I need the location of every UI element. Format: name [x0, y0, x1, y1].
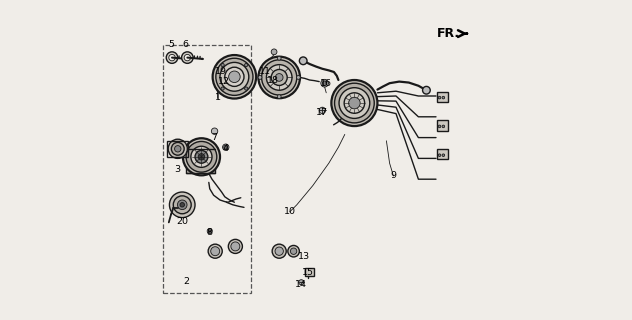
Circle shape	[178, 200, 187, 210]
Text: 15: 15	[301, 268, 313, 277]
Text: 12: 12	[218, 77, 230, 86]
Circle shape	[423, 86, 430, 94]
Circle shape	[438, 125, 441, 128]
Text: FR.: FR.	[437, 27, 460, 40]
Circle shape	[442, 125, 445, 128]
Circle shape	[195, 150, 208, 163]
Circle shape	[186, 141, 217, 172]
Circle shape	[184, 54, 191, 61]
Bar	[437, 120, 448, 131]
Circle shape	[224, 145, 228, 149]
Circle shape	[262, 60, 297, 95]
Bar	[437, 149, 448, 159]
Text: 14: 14	[295, 280, 307, 289]
Circle shape	[169, 54, 175, 61]
Text: 20: 20	[176, 217, 188, 226]
Circle shape	[183, 138, 220, 175]
Circle shape	[319, 107, 325, 114]
Circle shape	[321, 79, 329, 87]
Circle shape	[272, 244, 286, 258]
Circle shape	[245, 87, 248, 90]
Circle shape	[173, 196, 191, 214]
Circle shape	[331, 80, 377, 126]
Text: 3: 3	[174, 165, 181, 174]
Circle shape	[322, 81, 327, 85]
Circle shape	[296, 76, 300, 79]
Text: 8: 8	[207, 228, 212, 237]
Circle shape	[222, 144, 229, 150]
Circle shape	[258, 57, 300, 98]
Circle shape	[334, 83, 374, 123]
Circle shape	[299, 280, 304, 285]
Circle shape	[438, 154, 441, 156]
Circle shape	[228, 239, 243, 253]
Circle shape	[442, 154, 445, 156]
Circle shape	[168, 139, 187, 158]
Text: 19: 19	[215, 67, 227, 76]
Text: 5: 5	[168, 40, 174, 49]
Circle shape	[277, 95, 281, 99]
Circle shape	[209, 230, 211, 232]
Circle shape	[271, 69, 287, 85]
Circle shape	[208, 244, 222, 258]
Circle shape	[267, 65, 292, 90]
Circle shape	[171, 142, 184, 155]
Circle shape	[225, 67, 244, 86]
Text: 2: 2	[183, 277, 190, 286]
Circle shape	[221, 87, 224, 90]
Circle shape	[438, 96, 441, 99]
Circle shape	[210, 247, 220, 256]
Bar	[167, 141, 188, 157]
Circle shape	[221, 63, 224, 67]
Circle shape	[245, 63, 248, 67]
Circle shape	[229, 71, 240, 83]
Circle shape	[290, 248, 297, 254]
Circle shape	[212, 55, 256, 99]
Text: 11: 11	[258, 68, 270, 76]
Circle shape	[349, 97, 360, 109]
Circle shape	[231, 242, 240, 251]
Circle shape	[339, 88, 370, 118]
Circle shape	[181, 52, 193, 63]
Circle shape	[276, 74, 283, 81]
Text: 13: 13	[298, 252, 310, 261]
Bar	[305, 268, 314, 276]
Text: 7: 7	[211, 133, 217, 142]
Circle shape	[300, 57, 307, 65]
Text: 9: 9	[391, 172, 396, 180]
Circle shape	[191, 146, 212, 167]
Circle shape	[211, 128, 218, 134]
Circle shape	[277, 56, 281, 60]
Text: 16: 16	[320, 79, 332, 88]
Circle shape	[207, 228, 212, 234]
Text: 4: 4	[222, 144, 229, 153]
Circle shape	[198, 154, 205, 160]
Circle shape	[180, 203, 185, 207]
Bar	[163, 45, 251, 293]
Circle shape	[442, 96, 445, 99]
Circle shape	[220, 62, 249, 91]
Circle shape	[218, 74, 224, 81]
Circle shape	[344, 93, 365, 113]
Text: 6: 6	[183, 40, 188, 49]
Bar	[186, 149, 216, 173]
Text: 18: 18	[267, 76, 279, 85]
Circle shape	[258, 76, 262, 79]
Text: 1: 1	[214, 93, 221, 102]
Circle shape	[275, 247, 283, 255]
Circle shape	[174, 146, 181, 152]
Circle shape	[288, 245, 300, 257]
Text: 10: 10	[284, 207, 296, 216]
Circle shape	[166, 52, 178, 63]
Circle shape	[271, 49, 277, 55]
Circle shape	[216, 58, 253, 95]
Text: 17: 17	[316, 108, 328, 117]
Circle shape	[169, 192, 195, 218]
Bar	[437, 92, 448, 102]
